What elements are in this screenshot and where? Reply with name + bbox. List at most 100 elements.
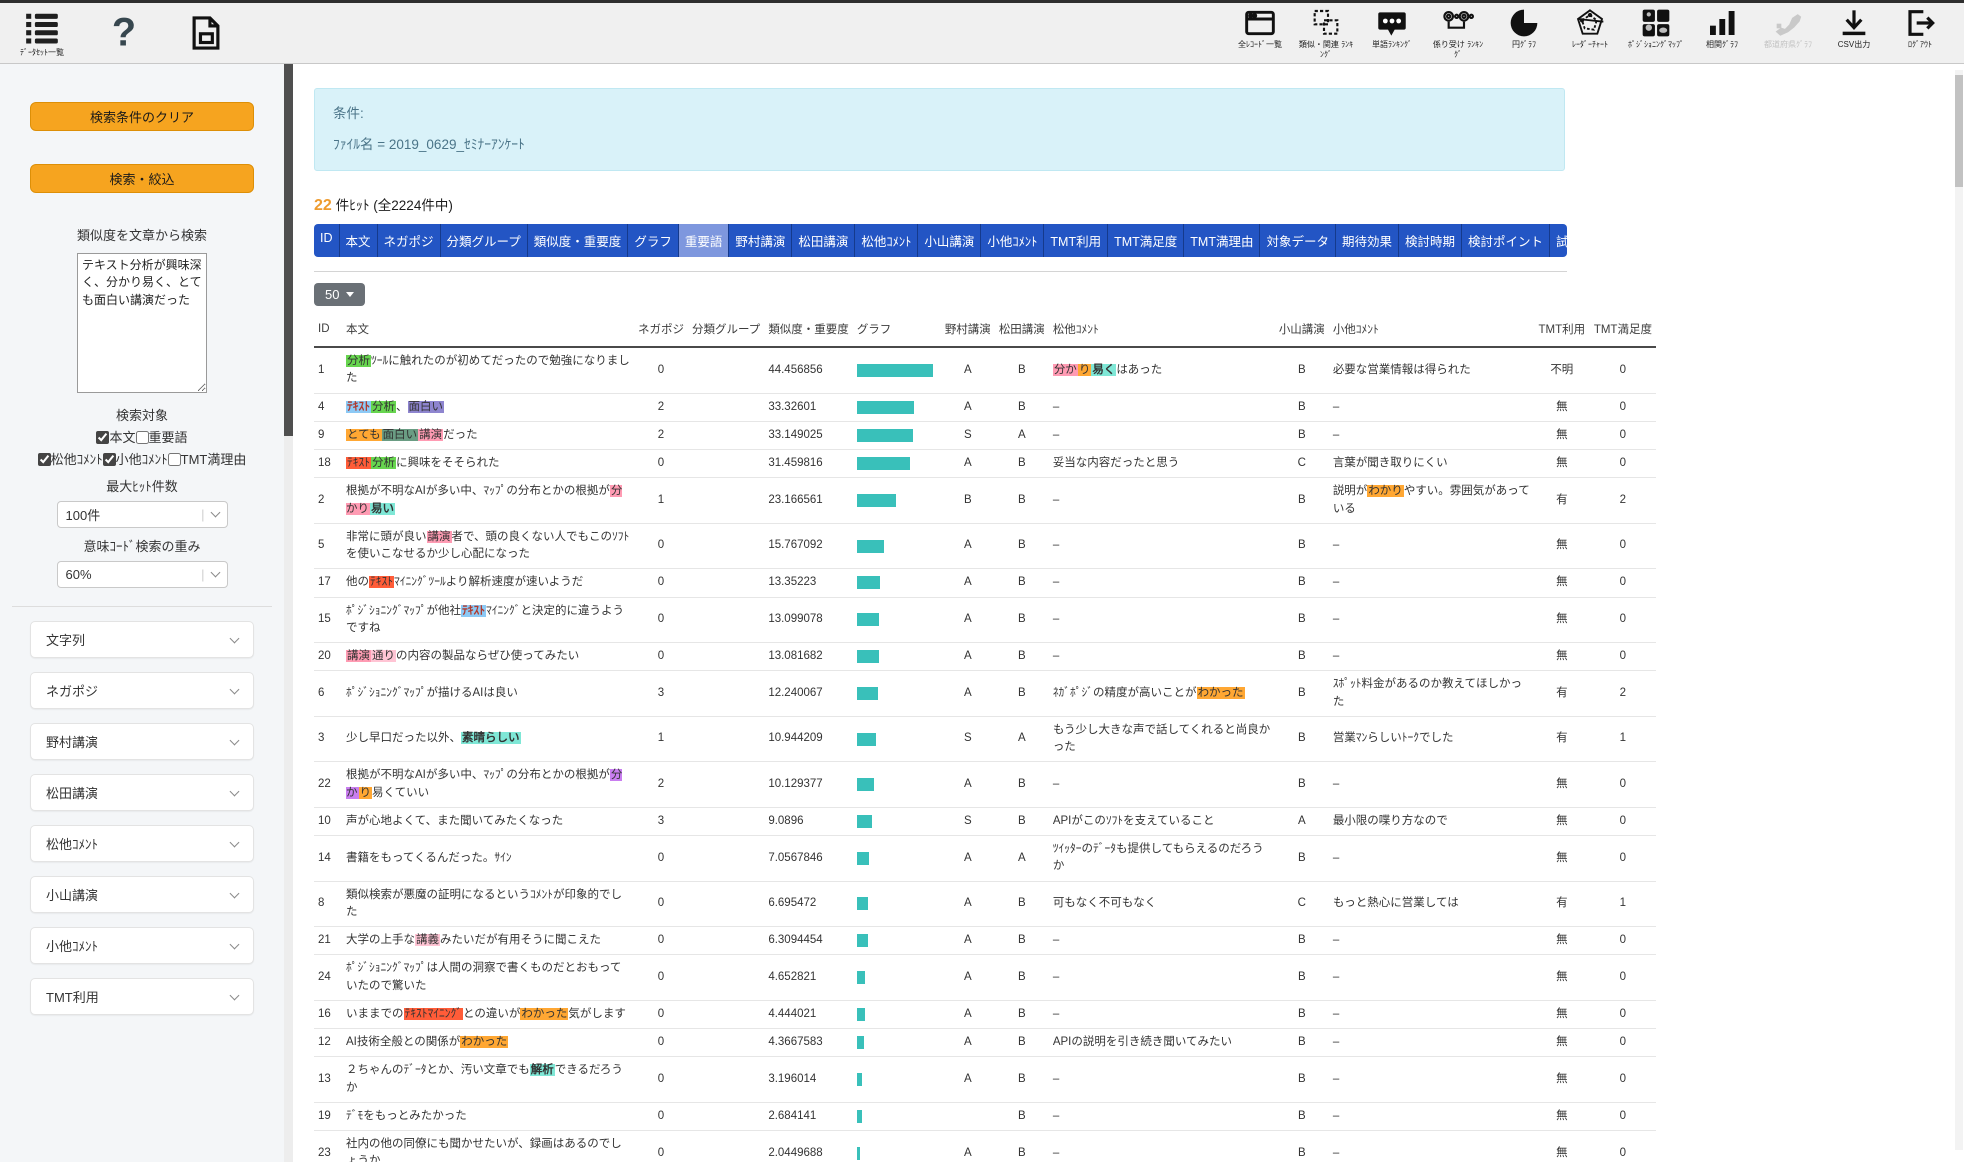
accordion-松他ｺﾒﾝﾄ[interactable]: 松他ｺﾒﾝﾄ	[30, 825, 254, 862]
table-row[interactable]: 21 大学の上手な講義みたいだが有用そうに聞こえた 0 6.3094454 A B – B – 無…	[314, 926, 1656, 956]
tab-TMT満足度[interactable]: TMT満足度	[1108, 224, 1185, 257]
table-row[interactable]: 19 ﾃﾞﾓをもっとみたかった 0 2.684141 B – B – 無 0	[314, 1102, 1656, 1132]
table-row[interactable]: 12 AI技術全般との関係がわかった 0 4.3667583 A B APIの説明を引き続き…	[314, 1028, 1656, 1058]
table-row[interactable]: 9 とても 面白い 講演だった 2 33.149025 S A – B – 無 0	[314, 421, 1656, 451]
cell-sim: 31.459816	[764, 449, 853, 479]
cell-bar	[852, 597, 941, 643]
table-row[interactable]: 1 分析ﾂｰﾙに触れたのが初めてだったので勉強になりました 0 44.456856 A B…	[314, 347, 1656, 394]
table-row[interactable]: 2 根拠が不明なAIが多い中、ﾏｯﾌﾟの分布とかの根拠が分かり 易い 1 23.1665…	[314, 477, 1656, 524]
accordion-TMT利用[interactable]: TMT利用	[30, 978, 254, 1015]
checkbox-input[interactable]	[37, 453, 51, 466]
table-row[interactable]: 6 ﾎﾟｼﾞｼｮﾆﾝｸﾞﾏｯﾌﾟが描けるAIは良い 3 12.240067 A B ﾈｶﾞﾎ…	[314, 670, 1656, 717]
table-row[interactable]: 20 講演 通りの内容の製品ならぜひ使ってみたい 0 13.081682 A B – B – 無 0	[314, 642, 1656, 672]
checkbox-input[interactable]	[96, 431, 110, 444]
report-button[interactable]	[178, 14, 234, 52]
accordion-松田講演[interactable]: 松田講演	[30, 774, 254, 811]
cell-matsu: –	[1048, 761, 1275, 808]
semantic-weight-select[interactable]: 60% |	[56, 561, 228, 588]
correlation-graph-button[interactable]: 相関ｸﾞﾗﾌ	[1694, 7, 1750, 49]
checkbox-input[interactable]	[102, 453, 116, 466]
similarity-bar	[856, 1036, 864, 1050]
similarity-search-input[interactable]: テキスト分析が興味深く、分かり易く、とても面白い講演だった	[77, 253, 207, 393]
table-row[interactable]: 22 根拠が不明なAIが多い中、ﾏｯﾌﾟの分布とかの根拠が分か り易くていい 2 10.…	[314, 761, 1656, 808]
tab-分類グループ[interactable]: 分類グループ	[440, 224, 528, 257]
clear-search-button[interactable]: 検索条件のクリア	[30, 102, 254, 131]
table-row[interactable]: 24 ﾎﾟｼﾞｼｮﾆﾝｸﾞﾏｯﾌﾟは人間の洞察で書くものだとおもっていたので驚いた…	[314, 954, 1656, 1001]
cell-id: 24	[314, 954, 342, 1001]
vertical-scrollbar-thumb[interactable]	[1955, 75, 1963, 187]
tab-小山講演[interactable]: 小山講演	[918, 224, 982, 257]
accordion-label: 松他ｺﾒﾝﾄ	[46, 837, 99, 852]
cell-sat: 0	[1589, 1056, 1656, 1103]
page-size-dropdown[interactable]: 50	[314, 283, 366, 306]
logout-button[interactable]: ﾛｸﾞｱｳﾄ	[1892, 7, 1948, 49]
checkbox-小他ｺﾒﾝﾄ[interactable]: 小他ｺﾒﾝﾄ	[102, 452, 168, 467]
cell-sim: 3.196014	[764, 1056, 853, 1103]
table-row[interactable]: 23 社内の他の同僚にも聞かせたいが、録画はあるのでしょうか 0 2.0449688 A…	[314, 1130, 1656, 1162]
checkbox-松他ｺﾒﾝﾄ[interactable]: 松他ｺﾒﾝﾄ	[37, 452, 103, 467]
tab-類似度・重要度[interactable]: 類似度・重要度	[527, 224, 629, 257]
tab-重要語[interactable]: 重要語	[678, 224, 730, 257]
search-filter-button[interactable]: 検索・絞込	[30, 164, 254, 193]
checkbox-TMT満理由[interactable]: TMT満理由	[167, 452, 246, 467]
cell-matsu: –	[1048, 597, 1275, 643]
tab-検討時期[interactable]: 検討時期	[1399, 224, 1463, 257]
tab-松他ｺﾒﾝﾄ[interactable]: 松他ｺﾒﾝﾄ	[855, 224, 919, 257]
tab-松田講演[interactable]: 松田講演	[792, 224, 856, 257]
csv-export-button[interactable]: CSV出力	[1826, 7, 1882, 49]
tab-検討ポイント[interactable]: 検討ポイント	[1462, 224, 1551, 257]
cell-nomura: A	[940, 881, 995, 927]
cell-sat: 0	[1589, 1028, 1656, 1058]
table-row[interactable]: 17 他のﾃｷｽﾄﾏｲﾆﾝｸﾞﾂｰﾙより解析速度が速いようだ 0 13.35223 A B…	[314, 568, 1656, 598]
table-row[interactable]: 4 ﾃｷｽﾄ 分析、面白い 2 33.32601 A B – B – 無 0	[314, 393, 1656, 422]
tab-TMT利用[interactable]: TMT利用	[1044, 224, 1109, 257]
tab-対象データ[interactable]: 対象データ	[1260, 224, 1336, 257]
checkbox-本文[interactable]: 本文	[96, 430, 136, 445]
checkbox-重要語[interactable]: 重要語	[135, 430, 188, 445]
table-row[interactable]: 3 少し早口だった以外、素晴らしい 1 10.944209 S A もう少し大きな声で話して…	[314, 716, 1656, 763]
tab-ID[interactable]: ID	[314, 224, 340, 257]
tab-小他ｺﾒﾝﾄ[interactable]: 小他ｺﾒﾝﾄ	[981, 224, 1045, 257]
similarity-ranking-button[interactable]: 類似・関連 ﾗﾝｷﾝｸﾞ	[1298, 7, 1354, 59]
table-row[interactable]: 13 ２ちゃんのﾃﾞｰﾀとか、汚い文章でも解析できるだろうか 0 3.196014 A B…	[314, 1056, 1656, 1103]
tab-グラフ[interactable]: グラフ	[628, 224, 679, 257]
tab-野村講演[interactable]: 野村講演	[729, 224, 793, 257]
accordion-小山講演[interactable]: 小山講演	[30, 876, 254, 913]
similarity-bar	[856, 428, 913, 442]
cell-nega: 0	[634, 881, 688, 927]
cell-matsu: –	[1048, 568, 1275, 598]
table-row[interactable]: 10 声が心地よくて、また聞いてみたくなった 3 9.0896 S B APIがこのｿﾌﾄを…	[314, 807, 1656, 837]
max-hits-select[interactable]: 100件 |	[56, 501, 228, 528]
all-records-button[interactable]: 全ﾚｺｰﾄﾞ一覧	[1232, 7, 1288, 49]
tab-本文[interactable]: 本文	[339, 224, 378, 257]
cell-matsuda: B	[994, 926, 1049, 956]
vertical-scrollbar[interactable]	[1955, 70, 1963, 1150]
checkbox-input[interactable]	[135, 431, 149, 444]
table-row[interactable]: 16 いままでのﾃｷｽﾄﾏｲﾆﾝｸﾞとの違いがわかった気がします 0 4.444021…	[314, 1000, 1656, 1030]
accordion-文字列[interactable]: 文字列	[30, 621, 254, 658]
accordion-小他ｺﾒﾝﾄ[interactable]: 小他ｺﾒﾝﾄ	[30, 927, 254, 964]
table-row[interactable]: 5 非常に頭が良い講演者で、頭の良くない人でもこのｿﾌﾄを使いこなせるか少し心配に…	[314, 523, 1656, 570]
sidebar-scrollbar-thumb[interactable]	[284, 64, 293, 436]
checkbox-input[interactable]	[167, 453, 181, 466]
table-row[interactable]: 14 書籍をもってくるんだった。ｻｲﾝ 0 7.0567846 A A ﾂｲｯﾀｰのﾃﾞｰﾀ…	[314, 835, 1656, 882]
word-ranking-button[interactable]: 単語ﾗﾝｷﾝｸﾞ	[1364, 7, 1420, 49]
sidebar-scrollbar[interactable]	[284, 64, 293, 1162]
dataset-list-button[interactable]: ﾃﾞｰﾀｾｯﾄ一覧	[14, 9, 70, 57]
tab-TMT満理由[interactable]: TMT満理由	[1184, 224, 1261, 257]
table-row[interactable]: 18 ﾃｷｽﾄ 分析に興味をそそられた 0 31.459816 A B 妥当な内容だったと思う…	[314, 449, 1656, 479]
table-row[interactable]: 8 類似検索が悪魔の証明になるというｺﾒﾝﾄが印象的でした 0 6.695472 A B 可…	[314, 881, 1656, 927]
positioning-map-button[interactable]: ﾎﾟｼﾞｼｮﾆﾝｸﾞﾏｯﾌﾟ	[1628, 7, 1684, 49]
tab-試用希望[interactable]: 試用希望	[1550, 224, 1567, 257]
cell-group	[688, 347, 765, 394]
radar-chart-button[interactable]: ﾚｰﾀﾞｰﾁｬｰﾄ	[1562, 7, 1618, 49]
help-button[interactable]: ?	[96, 14, 152, 52]
table-row[interactable]: 15 ﾎﾟｼﾞｼｮﾆﾝｸﾞﾏｯﾌﾟが他社ﾃｷｽﾄﾏｲﾆﾝｸﾞと決定的に違うようです…	[314, 597, 1656, 643]
pie-chart-button[interactable]: 円ｸﾞﾗﾌ	[1496, 7, 1552, 49]
tab-ネガポジ[interactable]: ネガポジ	[377, 224, 441, 257]
tab-期待効果[interactable]: 期待効果	[1336, 224, 1400, 257]
accordion-ネガポジ[interactable]: ネガポジ	[30, 672, 254, 709]
dataset-list-label: ﾃﾞｰﾀｾｯﾄ一覧	[20, 47, 64, 57]
dependency-ranking-button[interactable]: 係り受け ﾗﾝｷﾝｸﾞ	[1430, 7, 1486, 59]
accordion-野村講演[interactable]: 野村講演	[30, 723, 254, 760]
